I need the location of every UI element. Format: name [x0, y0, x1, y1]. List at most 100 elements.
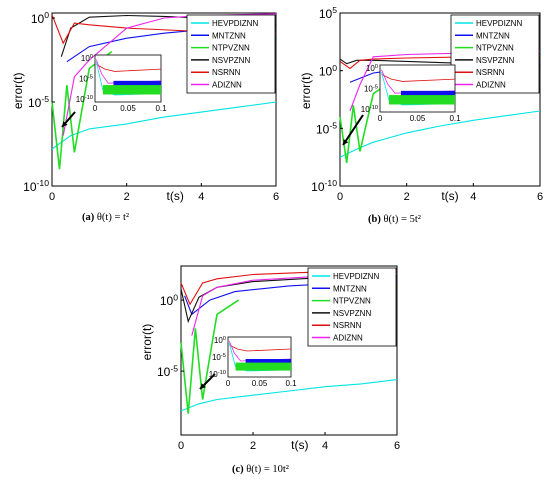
legend-label-nsrnn: NSRNN — [333, 321, 362, 330]
inset-series-ntpvznn — [389, 95, 455, 105]
legend-label-ntpvznn: NTPVZNN — [476, 44, 514, 53]
legend-label-hevpdiznn: HEVPDIZNN — [333, 272, 379, 281]
x-tick-label: 0 — [178, 440, 184, 452]
inset-series-nsrnn — [96, 64, 162, 72]
caption-a-label: (a) — [82, 212, 95, 223]
inset-series-ntpvznn — [102, 85, 161, 95]
inset: 0 0.05 0.1 100 10-5 10-10 — [76, 54, 167, 113]
inset-y-tick-label: 10-10 — [76, 95, 93, 104]
legend-label-ntpvznn: NTPVZNN — [212, 44, 250, 53]
caption-b: (b) θ(t) = 5t² — [368, 214, 421, 225]
x-tick-label: 2 — [404, 191, 410, 203]
inset-series-mntznn — [245, 359, 291, 364]
legend-label-adiznn: ADIZNN — [212, 81, 242, 90]
inset-y-tick-label: 100 — [214, 336, 226, 345]
chart-panel-b: 0 2 4 6 105 100 10-5 10-10 t(s) error(t) HEVPDIZNN… — [299, 5, 543, 203]
legend-label-nsvpznn: NSVPZNN — [333, 309, 371, 318]
inset-x-tick-label: 0.1 — [449, 114, 461, 123]
series-line-hevpdiznn — [180, 379, 398, 412]
y-tick-label: 105 — [319, 5, 337, 21]
caption-b-label: (b) — [368, 214, 381, 225]
legend: HEVPDIZNN MNTZNN NTPVZNN NSVPZNN NSRNN ADIZNN — [450, 14, 540, 94]
x-tick-label: 6 — [394, 440, 400, 452]
inset-series-nsrnn — [229, 344, 292, 352]
y-tick-label: 10-10 — [311, 178, 337, 194]
zoom-arrow-head — [62, 121, 68, 127]
zoom-arrow — [342, 114, 364, 146]
x-tick-label: 4 — [198, 191, 204, 203]
series-line-ntpvznn — [339, 81, 391, 164]
legend-box — [186, 14, 276, 94]
inset-series-mntznn — [401, 90, 455, 97]
chart-panel-c: 0 2 4 6 100 10-5 t(s) error(t) HEVPDIZNN MNTZNN NT… — [140, 265, 400, 452]
legend: HEVPDIZNN MNTZNN NTPVZNN NSVPZNN NSRNN ADIZNN — [186, 14, 276, 94]
inset-x-tick-label: 0.05 — [252, 379, 268, 388]
legend-label-mntznn: MNTZNN — [212, 31, 246, 40]
y-axis-label: error(t) — [140, 324, 154, 361]
y-tick-label: 100 — [319, 63, 337, 79]
inset-x-tick-label: 0 — [93, 104, 98, 113]
inset-x-tick-label: 0 — [378, 114, 383, 123]
inset-y-tick-label: 10-5 — [364, 84, 378, 93]
legend-label-nsvpznn: NSVPZNN — [212, 56, 250, 65]
y-axis-label: error(t) — [299, 73, 313, 110]
inset-series-ntpvznn — [235, 362, 291, 371]
y-tick-label: 100 — [160, 292, 178, 308]
legend-label-mntznn: MNTZNN — [476, 31, 510, 40]
x-tick-label: 0 — [49, 191, 55, 203]
x-tick-label: 6 — [537, 191, 543, 203]
y-tick-label: 10-10 — [23, 178, 49, 194]
x-tick-label: 4 — [470, 191, 476, 203]
legend-label-hevpdiznn: HEVPDIZNN — [476, 19, 522, 28]
inset-x-tick-label: 0 — [226, 379, 231, 388]
legend-label-hevpdiznn: HEVPDIZNN — [212, 19, 258, 28]
legend: HEVPDIZNN MNTZNN NTPVZNN NSVPZNN NSRNN ADIZNN — [307, 267, 397, 347]
series-line-ntpvznn — [180, 299, 240, 414]
x-axis-label: t(s) — [441, 189, 458, 203]
series-line-hevpdiznn — [51, 101, 277, 150]
inset-y-tick-label: 10-10 — [361, 105, 378, 114]
chart-panel-a: 0 2 4 6 100 10-5 10-10 t(s) error(t) HEVPDIZNN MNT… — [11, 10, 279, 203]
inset-y-tick-label: 10-5 — [212, 353, 226, 362]
y-axis-label: error(t) — [11, 73, 25, 110]
caption-a-text: θ(t) = t² — [96, 212, 130, 223]
inset-series-mntznn — [113, 80, 161, 87]
y-tick-label: 10-5 — [157, 363, 178, 379]
x-axis-label: t(s) — [291, 438, 308, 452]
x-tick-label: 0 — [337, 191, 343, 203]
legend-label-adiznn: ADIZNN — [476, 81, 506, 90]
x-tick-label: 2 — [250, 440, 256, 452]
inset-y-tick-label: 100 — [81, 54, 93, 63]
inset-x-tick-label: 0.1 — [155, 104, 167, 113]
legend-label-adiznn: ADIZNN — [333, 334, 363, 343]
legend-label-ntpvznn: NTPVZNN — [333, 297, 371, 306]
y-tick-label: 10-5 — [316, 121, 337, 137]
caption-a: (a) θ(t) = t² — [82, 212, 129, 223]
x-tick-label: 6 — [273, 191, 279, 203]
x-tick-label: 4 — [322, 440, 328, 452]
legend-box — [450, 14, 540, 94]
inset-x-tick-label: 0.05 — [120, 104, 136, 113]
legend-box — [307, 267, 397, 347]
caption-c: (c) θ(t) = 10t² — [232, 464, 289, 475]
y-tick-label: 100 — [31, 10, 49, 26]
inset: 0 0.05 0.1 100 10-5 10-10 — [361, 64, 461, 123]
series-line-ntpvznn — [51, 50, 113, 170]
x-tick-label: 2 — [124, 191, 130, 203]
legend-label-nsrnn: NSRNN — [476, 68, 505, 77]
legend-label-mntznn: MNTZNN — [333, 284, 367, 293]
zoom-arrow-head — [343, 139, 349, 145]
legend-label-nsrnn: NSRNN — [212, 68, 241, 77]
legend-label-nsvpznn: NSVPZNN — [476, 56, 514, 65]
caption-c-label: (c) — [232, 464, 244, 475]
inset-x-tick-label: 0.05 — [410, 114, 426, 123]
inset-y-tick-label: 10-5 — [79, 74, 93, 83]
x-axis-label: t(s) — [167, 189, 184, 203]
caption-b-text: θ(t) = 5t² — [383, 214, 421, 225]
y-tick-label: 10-5 — [28, 94, 49, 110]
inset-series-nsrnn — [381, 74, 456, 82]
caption-c-text: θ(t) = 10t² — [246, 464, 289, 475]
inset-x-tick-label: 0.1 — [285, 379, 297, 388]
zoom-arrow-head — [200, 383, 206, 389]
